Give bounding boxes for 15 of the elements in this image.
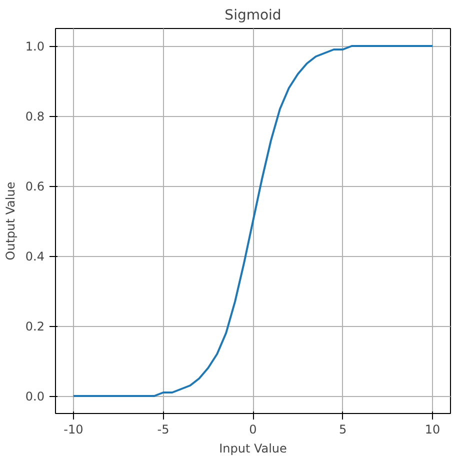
x-tick-label: -10 [64, 422, 84, 436]
y-tick-label: 0.6 [25, 180, 45, 194]
y-axis-title: Output Value [3, 182, 18, 260]
y-tick-label: 0.2 [25, 320, 45, 334]
y-tick-label: 0.0 [25, 390, 45, 404]
y-tick-label: 0.8 [25, 110, 45, 124]
x-tick-label: 5 [338, 422, 347, 436]
x-axis-title: Input Value [219, 442, 287, 456]
chart-title: Sigmoid [224, 8, 282, 24]
x-tick-label: -5 [157, 422, 170, 436]
y-tick-label: 0.4 [25, 250, 45, 264]
line-series [72, 45, 434, 397]
x-tick-label: 0 [249, 422, 257, 436]
y-tick-label: 1.0 [25, 40, 45, 54]
x-tick-label: 10 [424, 422, 440, 436]
